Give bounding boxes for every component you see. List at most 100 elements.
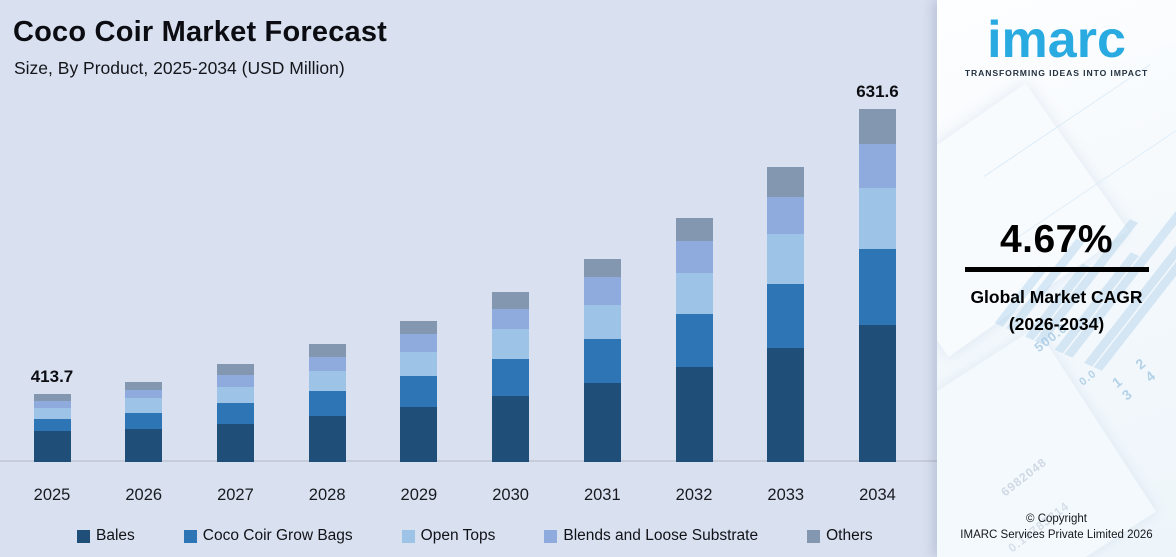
bar-segment-open-tops — [216, 387, 254, 403]
bar-segment-others — [308, 344, 346, 357]
x-axis-line — [0, 460, 937, 462]
bar-segment-coco-coir-grow-bags — [400, 376, 438, 407]
bar-segment-coco-coir-grow-bags — [125, 413, 163, 429]
imarc-logo: imarc TRANSFORMING IDEAS INTO IMPACT — [937, 14, 1176, 78]
bar-segment-bales — [33, 431, 71, 462]
x-axis-label-2030: 2030 — [492, 486, 529, 504]
bar-segment-blends-and-loose-substrate — [308, 357, 346, 371]
bar-segment-bales — [767, 348, 805, 462]
bar-segment-others — [675, 218, 713, 241]
bar-segment-blends-and-loose-substrate — [675, 241, 713, 273]
bar-segment-coco-coir-grow-bags — [216, 403, 254, 424]
chart-legend: Bales Coco Coir Grow Bags Open Tops Blends … — [77, 527, 873, 545]
bar-segment-bales — [125, 429, 163, 462]
brand-panel: 500.0 0.0 1 2 3 4 6982048 0.15783714 ima… — [937, 0, 1176, 557]
bar-segment-bales — [400, 407, 438, 462]
bar-2034 — [858, 109, 896, 462]
imarc-logo-tagline: TRANSFORMING IDEAS INTO IMPACT — [964, 68, 1149, 78]
plot-area: 2025 413.7 2026 2027 2028 2029 2030 2031 2032 203… — [0, 82, 937, 504]
imarc-logo-text: imarc — [987, 11, 1126, 69]
x-axis-label-2034: 2034 — [859, 486, 896, 504]
cagr-underline — [964, 267, 1149, 272]
bar-2032 — [675, 218, 713, 462]
bar-segment-blends-and-loose-substrate — [767, 197, 805, 234]
x-axis-label-2029: 2029 — [400, 486, 438, 504]
bar-segment-open-tops — [492, 329, 530, 359]
bar-segment-bales — [308, 416, 346, 462]
data-label-2025: 413.7 — [30, 367, 74, 386]
bar-segment-open-tops — [858, 188, 896, 249]
legend-label: Coco Coir Grow Bags — [202, 527, 353, 544]
legend-label: Others — [826, 527, 873, 544]
bar-segment-coco-coir-grow-bags — [308, 391, 346, 416]
decorative-line — [983, 64, 1151, 177]
bar-2028 — [308, 344, 346, 462]
bar-segment-bales — [492, 396, 530, 462]
copyright-line2: IMARC Services Private Limited 2026 — [960, 529, 1153, 542]
watermark-number: 0.0 — [1077, 367, 1100, 389]
bar-segment-coco-coir-grow-bags — [33, 419, 71, 431]
copyright: © Copyright IMARC Services Private Limit… — [937, 511, 1176, 544]
legend-swatch-icon — [183, 529, 197, 543]
bar-2026 — [125, 382, 163, 462]
bar-segment-bales — [583, 383, 621, 462]
bar-segment-open-tops — [400, 352, 438, 376]
bar-segment-others — [492, 292, 530, 309]
bar-segment-blends-and-loose-substrate — [858, 144, 896, 188]
legend-swatch-icon — [77, 529, 90, 543]
bar-2027 — [216, 364, 254, 462]
legend-swatch-icon — [807, 529, 821, 543]
copyright-line1: © Copyright — [1026, 512, 1087, 525]
bar-segment-others — [858, 109, 896, 144]
legend-label: Open Tops — [420, 527, 496, 544]
legend-item-coco-coir-grow-bags: Coco Coir Grow Bags — [183, 527, 353, 545]
bar-segment-open-tops — [675, 273, 713, 314]
chart-subtitle: Size, By Product, 2025-2034 (USD Million… — [14, 58, 345, 78]
bar-segment-others — [400, 321, 438, 334]
chart-section: Coco Coir Market Forecast Size, By Produ… — [0, 16, 937, 545]
x-axis-label-2033: 2033 — [767, 486, 805, 504]
bar-segment-open-tops — [33, 408, 71, 419]
cagr-value: 4.67% — [999, 218, 1114, 261]
bar-segment-coco-coir-grow-bags — [675, 314, 713, 367]
cagr-label-line1: Global Market CAGR — [970, 287, 1143, 307]
data-label-2034: 631.6 — [856, 82, 899, 101]
cagr-block: 4.67% Global Market CAGR (2026-2034) — [937, 218, 1176, 338]
bar-segment-open-tops — [308, 371, 346, 391]
bar-2031 — [583, 259, 621, 462]
bar-2025 — [33, 394, 71, 462]
x-axis-label-2027: 2027 — [217, 486, 254, 504]
bar-segment-coco-coir-grow-bags — [492, 359, 530, 396]
bar-2033 — [767, 167, 805, 462]
legend-item-bales: Bales — [77, 527, 135, 545]
legend-swatch-icon — [401, 529, 415, 543]
legend-swatch-icon — [544, 529, 558, 543]
x-axis-label-2026: 2026 — [125, 486, 163, 504]
bar-segment-blends-and-loose-substrate — [216, 375, 254, 387]
x-axis-label-2028: 2028 — [308, 486, 346, 504]
legend-item-open-tops: Open Tops — [401, 527, 496, 545]
bar-segment-open-tops — [125, 398, 163, 413]
x-axis-label-2025: 2025 — [33, 486, 71, 504]
bar-segment-bales — [675, 367, 713, 462]
cagr-label-line2: (2026-2034) — [1008, 314, 1105, 335]
bar-segment-coco-coir-grow-bags — [583, 339, 621, 383]
x-axis-label-2031: 2031 — [583, 486, 621, 504]
bar-segment-others — [216, 364, 254, 375]
bar-segment-blends-and-loose-substrate — [492, 309, 530, 329]
legend-label: Bales — [96, 527, 135, 544]
bar-segment-coco-coir-grow-bags — [858, 249, 896, 325]
bar-2029 — [400, 321, 438, 462]
bar-segment-others — [767, 167, 805, 197]
bar-segment-blends-and-loose-substrate — [400, 334, 438, 352]
bar-segment-open-tops — [767, 234, 805, 284]
bar-segment-blends-and-loose-substrate — [583, 277, 621, 305]
x-axis-label-2032: 2032 — [675, 486, 713, 504]
bar-segment-blends-and-loose-substrate — [33, 401, 71, 408]
bar-segment-coco-coir-grow-bags — [767, 284, 805, 348]
legend-item-others: Others — [807, 527, 873, 545]
bar-segment-bales — [858, 325, 896, 462]
bar-segment-others — [125, 382, 163, 390]
bar-segment-bales — [216, 424, 254, 462]
